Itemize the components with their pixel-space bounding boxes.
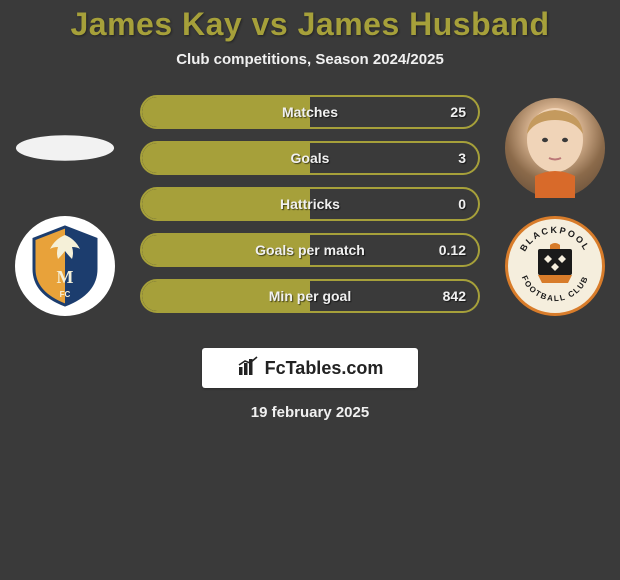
right-player-column: BLACKPOOL FOOTBALL CLUB	[490, 98, 620, 334]
brand-text: FcTables.com	[265, 358, 384, 379]
right-club-badge: BLACKPOOL FOOTBALL CLUB	[505, 216, 605, 316]
stat-right-value: 25	[450, 104, 466, 120]
stat-right-value: 3	[458, 150, 466, 166]
stat-row: Goals per match 0.12	[140, 233, 480, 267]
stat-fill	[142, 143, 310, 173]
stat-label: Matches	[282, 104, 338, 120]
season-subtitle: Club competitions, Season 2024/2025	[0, 51, 620, 68]
stat-row: Min per goal 842	[140, 279, 480, 313]
stat-right-value: 0.12	[439, 242, 466, 258]
right-player-avatar	[505, 98, 605, 198]
date-line: 19 february 2025	[0, 404, 620, 421]
stat-rows: Matches 25 Goals 3 Hattricks 0 Goals per…	[140, 95, 480, 325]
chart-icon	[237, 355, 259, 382]
svg-text:M: M	[57, 267, 74, 287]
left-player-avatar	[15, 98, 115, 198]
svg-text:FC: FC	[60, 290, 71, 299]
stat-label: Hattricks	[280, 196, 340, 212]
stat-row: Goals 3	[140, 141, 480, 175]
brand-link[interactable]: FcTables.com	[202, 348, 418, 388]
stat-right-value: 0	[458, 196, 466, 212]
stat-row: Matches 25	[140, 95, 480, 129]
stat-label: Goals per match	[255, 242, 365, 258]
stat-right-value: 842	[443, 288, 466, 304]
stat-row: Hattricks 0	[140, 187, 480, 221]
stat-label: Goals	[291, 150, 330, 166]
left-club-badge: M FC	[15, 216, 115, 316]
left-player-column: M FC	[0, 98, 130, 334]
page-title: James Kay vs James Husband	[0, 6, 620, 43]
stats-area: M FC	[0, 98, 620, 338]
stat-label: Min per goal	[269, 288, 351, 304]
